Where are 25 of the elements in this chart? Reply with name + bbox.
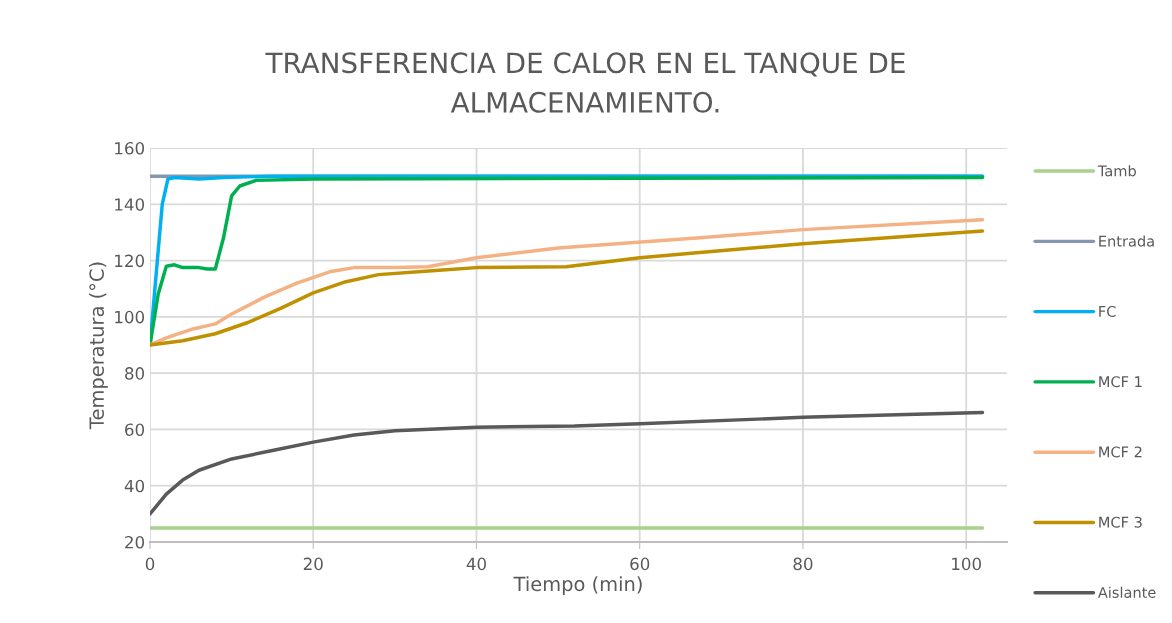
y-tick-label: 140 [115,198,145,211]
y-axis-title: Temperatura (°C) [88,262,108,430]
line-series [150,410,985,516]
y-tick-label: 100 [115,310,145,324]
y-tick-label: 160 [115,141,145,155]
legend-label: MCF 3 [1099,516,1142,528]
y-tick-label: 80 [125,367,145,380]
legend-label: MCF 2 [1099,446,1142,458]
y-tick-label: 40 [124,479,145,493]
chart-title: TRANSFERENCIA DE CALOR EN EL TANQUE DE ALMACENAMIENTO. [265,52,905,113]
x-tick-label: 80 [793,557,813,571]
y-tick-label: 60 [125,423,145,436]
legend-label: Aislante [1097,586,1156,598]
legend-label: FC [1099,305,1116,317]
x-tick-label: 100 [952,557,981,571]
x-tick-label: 20 [303,557,323,571]
x-axis-title: Tiempo (min) [513,576,642,595]
x-tick-label: 40 [466,557,486,571]
y-tick-label: 20 [125,535,145,549]
x-tick-label: 60 [630,557,650,571]
y-tick-label: 120 [115,254,145,268]
legend-label: Entrada [1099,235,1154,247]
x-tick-label: 0 [145,557,155,571]
legend-label: MCF 1 [1099,376,1142,388]
legend-label: Tamb [1097,165,1136,177]
